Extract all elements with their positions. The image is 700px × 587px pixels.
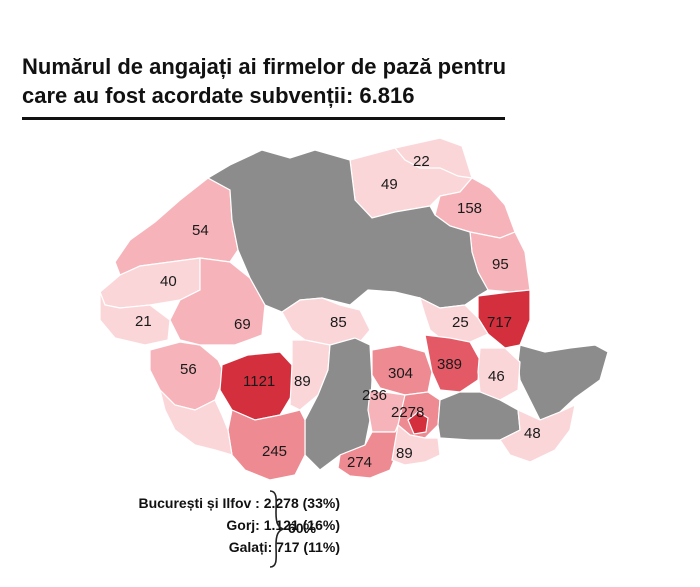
county-caras-severin [158,388,233,456]
county-value: 46 [488,368,505,385]
county-transilvania-no-data [206,149,489,313]
county-value: 54 [192,222,209,239]
county-ialomita-calarasi [437,391,521,441]
county-value: 85 [330,314,347,331]
summary-total-percent: 60% [288,520,317,536]
county-buzau [477,347,521,401]
county-value: 22 [413,153,430,170]
map-title: Numărul de angajați ai firmelor de pază … [22,52,582,110]
county-value: 56 [180,361,197,378]
county-botosani [393,137,473,179]
county-value: 245 [262,443,287,460]
county-value: 2278 [391,404,424,421]
county-value: 48 [524,425,541,442]
county-value: 95 [492,256,509,273]
county-value: 89 [294,373,311,390]
county-value: 389 [437,356,462,373]
county-value: 274 [347,454,372,471]
county-gorj [219,351,293,421]
county-value: 69 [234,316,251,333]
county-arad [99,291,171,346]
county-bucuresti-core [407,411,429,435]
county-giurgiu [391,423,441,466]
county-prahova [424,334,481,393]
title-line-1: Numărul de angajați ai firmelor de pază … [22,54,507,79]
title-line-2: care au fost acordate subvenții: 6.816 [22,83,415,108]
county-value: 304 [388,365,413,382]
summary-bucuresti-ilfov: București și Ilfov : 2.278 (33%) [138,495,340,511]
county-shapes [99,137,609,481]
county-value: 25 [452,314,469,331]
county-hunedoara [169,257,266,346]
county-value: 1121 [243,373,275,390]
county-value: 158 [457,200,482,217]
county-value: 717 [487,314,512,331]
county-value: 40 [160,273,177,290]
summary-gorj: Gorj: 1.121 (16%) [226,517,340,533]
county-sibiu [281,297,371,346]
county-constanta-south [499,403,576,463]
county-covasna [419,296,489,343]
title-underline [22,117,505,120]
county-value: 49 [381,176,398,193]
county-value: 236 [362,387,387,404]
summary-galati: Galați: 717 (11%) [228,539,340,555]
summary-brace [269,490,286,568]
county-value: 21 [135,313,152,330]
county-value: 89 [396,445,413,462]
county-value-labels: 22 49 158 54 95 40 21 69 85 25 717 56 11… [135,153,541,471]
summary-block: București și Ilfov : 2.278 (33%) Gorj: 1… [20,491,340,571]
county-tulcea-constanta [517,344,609,421]
